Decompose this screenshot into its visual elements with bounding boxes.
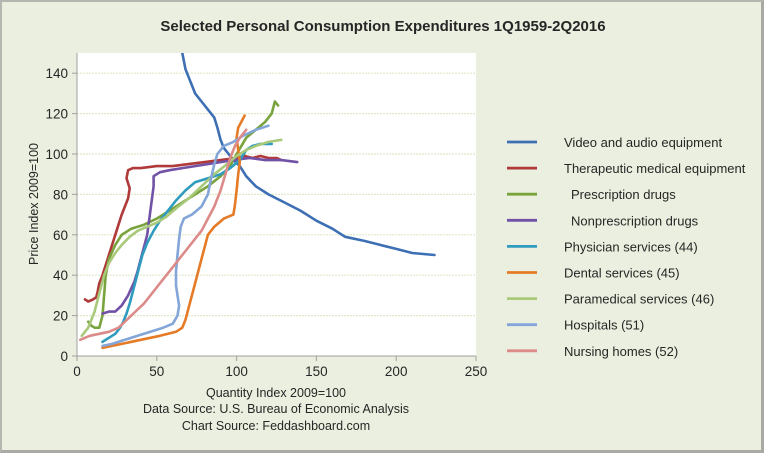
y-tick-label: 80 (53, 187, 68, 202)
legend-label: Hospitals (51) (564, 318, 644, 333)
x-tick-label: 50 (149, 364, 164, 379)
y-tick-label: 60 (53, 228, 68, 243)
legend: Video and audio equipment Therapeutic med… (507, 135, 746, 359)
x-axis-label: Quantity Index 2009=100 (206, 386, 346, 400)
legend-label: Nursing homes (52) (564, 344, 678, 359)
x-tick-label: 200 (385, 364, 408, 379)
legend-label: Video and audio equipment (564, 135, 722, 150)
y-axis-label: Price Index 2009=100 (27, 143, 41, 265)
series-line-7 (80, 138, 283, 338)
legend-label: Dental services (45) (564, 266, 680, 281)
series-line-9 (78, 128, 248, 342)
x-tick-label: 250 (465, 364, 488, 379)
axes: 0 20 40 60 80 100 120 140 0 50 100 150 200 250 (45, 53, 487, 379)
series-line-8 (101, 124, 270, 348)
y-tick-label: 40 (53, 268, 68, 283)
series-lines (78, 53, 436, 350)
x-tick-label: 150 (305, 364, 328, 379)
legend-label: Prescription drugs (571, 187, 676, 202)
y-tick-label: 140 (45, 66, 68, 81)
legend-label: Nonprescription drugs (571, 213, 699, 228)
legend-label: Paramedical services (46) (564, 292, 714, 307)
chart-source-note: Chart Source: Feddashboard.com (182, 419, 370, 433)
x-tick-label: 0 (73, 364, 81, 379)
y-tick-label: 100 (45, 147, 68, 162)
data-source-note: Data Source: U.S. Bureau of Economic Ana… (143, 402, 409, 416)
series-line-5 (101, 142, 273, 344)
y-tick-label: 0 (60, 349, 68, 364)
series-line-6 (101, 114, 246, 350)
legend-label: Physician services (44) (564, 239, 698, 254)
legend-label: Therapeutic medical equipment (564, 161, 746, 176)
x-tick-label: 100 (225, 364, 248, 379)
gridlines (77, 72, 476, 317)
y-tick-label: 120 (45, 107, 68, 122)
y-tick-label: 20 (53, 309, 68, 324)
chart-title: Selected Personal Consumption Expenditur… (160, 18, 605, 35)
